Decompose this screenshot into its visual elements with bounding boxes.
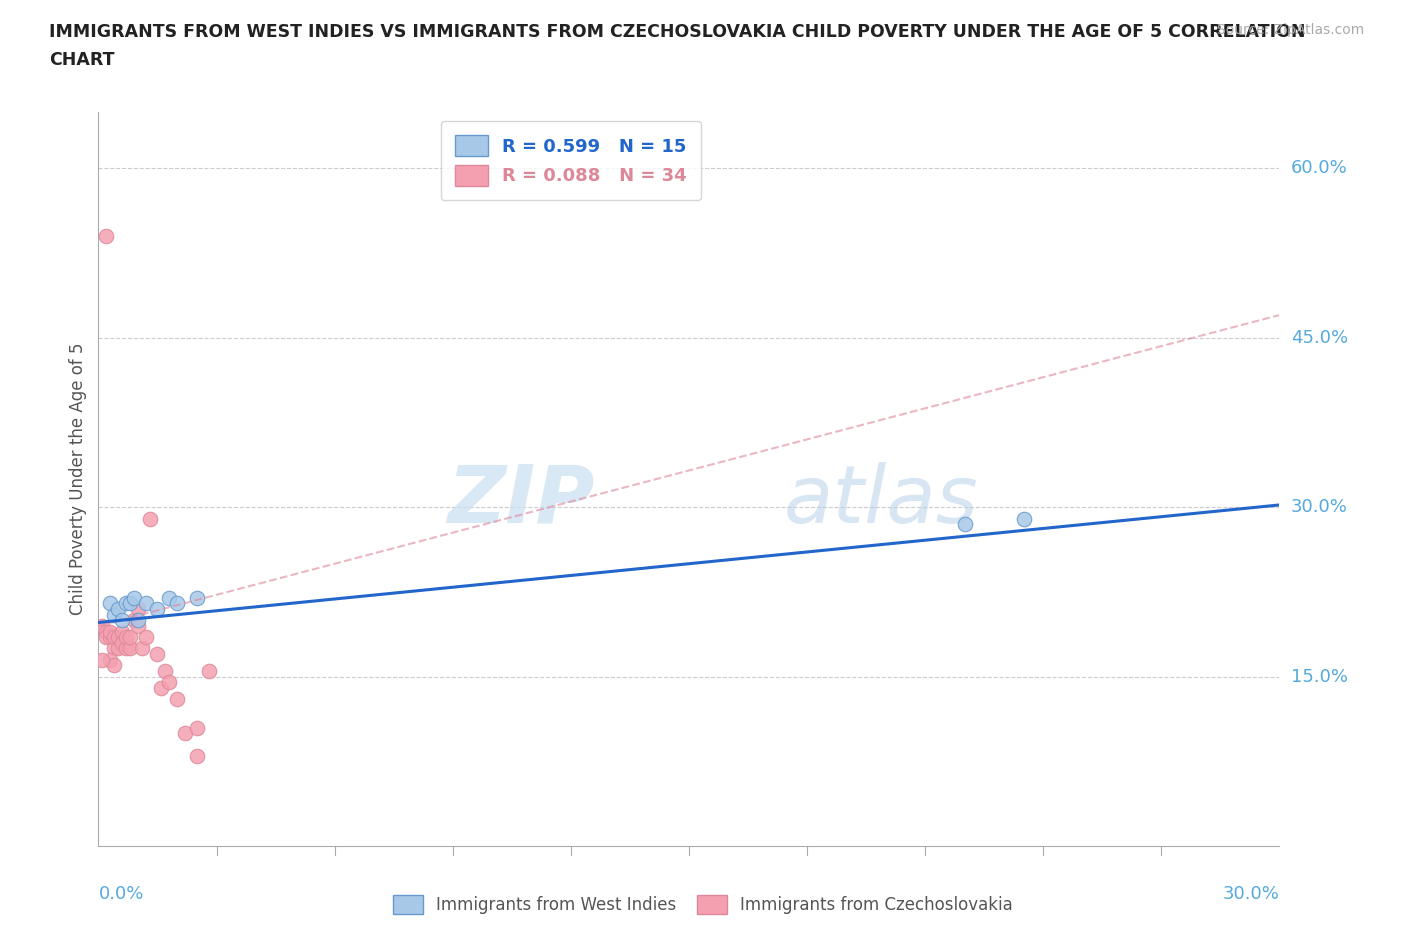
Point bbox=[96, 624, 118, 639]
Point bbox=[91, 618, 114, 633]
Point bbox=[953, 517, 976, 532]
Point bbox=[98, 630, 121, 644]
Text: atlas: atlas bbox=[783, 462, 979, 540]
Point bbox=[127, 613, 149, 628]
Point bbox=[96, 630, 118, 644]
Point bbox=[118, 630, 141, 644]
Point bbox=[122, 613, 145, 628]
Point bbox=[118, 641, 141, 656]
Point bbox=[186, 749, 208, 764]
Point bbox=[155, 664, 177, 679]
Legend: Immigrants from West Indies, Immigrants from Czechoslovakia: Immigrants from West Indies, Immigrants … bbox=[387, 888, 1019, 921]
Text: 30.0%: 30.0% bbox=[1223, 885, 1279, 903]
Point bbox=[186, 720, 208, 735]
Point bbox=[127, 618, 149, 633]
Point bbox=[131, 641, 153, 656]
Point bbox=[98, 624, 121, 639]
Point bbox=[98, 652, 121, 667]
Point bbox=[186, 591, 208, 605]
Point bbox=[103, 658, 125, 673]
Point bbox=[197, 664, 219, 679]
Text: 30.0%: 30.0% bbox=[1291, 498, 1347, 516]
Y-axis label: Child Poverty Under the Age of 5: Child Poverty Under the Age of 5 bbox=[69, 342, 87, 616]
Point bbox=[98, 596, 121, 611]
Point bbox=[107, 602, 129, 617]
Point bbox=[103, 630, 125, 644]
Point bbox=[111, 635, 134, 650]
Text: 60.0%: 60.0% bbox=[1291, 159, 1347, 177]
Point bbox=[107, 630, 129, 644]
Point bbox=[174, 725, 197, 740]
Point bbox=[115, 596, 138, 611]
Point bbox=[1012, 512, 1035, 526]
Point bbox=[157, 675, 180, 690]
Point bbox=[150, 681, 173, 696]
Legend: R = 0.599   N = 15, R = 0.088   N = 34: R = 0.599 N = 15, R = 0.088 N = 34 bbox=[440, 121, 702, 200]
Point bbox=[146, 602, 169, 617]
Point bbox=[127, 602, 149, 617]
Text: ZIP: ZIP bbox=[447, 462, 595, 540]
Point bbox=[166, 596, 188, 611]
Point bbox=[111, 624, 134, 639]
Text: 15.0%: 15.0% bbox=[1291, 668, 1347, 685]
Text: 45.0%: 45.0% bbox=[1291, 328, 1348, 347]
Point bbox=[118, 596, 141, 611]
Point bbox=[138, 512, 160, 526]
Point bbox=[107, 641, 129, 656]
Point bbox=[122, 591, 145, 605]
Point bbox=[111, 613, 134, 628]
Text: Source: ZipAtlas.com: Source: ZipAtlas.com bbox=[1216, 23, 1364, 37]
Text: 0.0%: 0.0% bbox=[98, 885, 143, 903]
Point bbox=[103, 607, 125, 622]
Point bbox=[157, 591, 180, 605]
Point bbox=[135, 596, 157, 611]
Text: IMMIGRANTS FROM WEST INDIES VS IMMIGRANTS FROM CZECHOSLOVAKIA CHILD POVERTY UNDE: IMMIGRANTS FROM WEST INDIES VS IMMIGRANT… bbox=[49, 23, 1306, 41]
Point bbox=[103, 641, 125, 656]
Point bbox=[166, 692, 188, 707]
Point bbox=[91, 652, 114, 667]
Point bbox=[115, 630, 138, 644]
Point bbox=[115, 641, 138, 656]
Point bbox=[135, 630, 157, 644]
Point bbox=[146, 646, 169, 661]
Text: CHART: CHART bbox=[49, 51, 115, 69]
Point bbox=[96, 229, 118, 244]
